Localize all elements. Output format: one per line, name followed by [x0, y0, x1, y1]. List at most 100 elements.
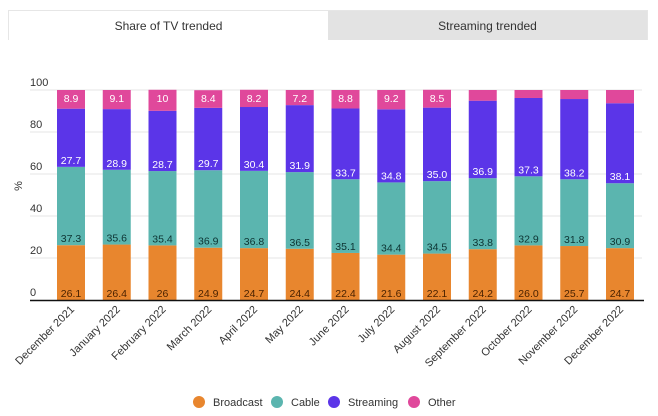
data-label: 35.4: [152, 233, 173, 245]
bar-segment-cable: [148, 171, 177, 246]
data-label: 31.8: [564, 234, 585, 246]
data-label: 26: [157, 288, 169, 300]
bar-segment-other: [194, 90, 223, 108]
bar-segment-other: [102, 90, 131, 110]
bar-segment-other: [377, 90, 406, 110]
bar-segment-broadcast: [102, 244, 131, 300]
bar-segment-cable: [285, 172, 314, 249]
data-label: 26.1: [61, 288, 82, 300]
y-tick-label: 0: [30, 287, 36, 299]
data-label: 36.5: [290, 237, 311, 249]
y-tick-label: 80: [30, 119, 42, 131]
bar-segment-streaming: [377, 109, 406, 183]
bar-segment-cable: [102, 169, 131, 245]
data-label: 8.8: [338, 93, 353, 105]
x-tick-label: April 2022: [217, 304, 261, 348]
data-label: 24.2: [473, 288, 494, 300]
bar-segment-cable: [423, 181, 451, 254]
data-label: 24.7: [244, 288, 265, 300]
data-label: 36.8: [244, 236, 265, 248]
bar-segment-broadcast: [57, 245, 85, 300]
bar-segment-other: [606, 90, 634, 104]
bar-segment-broadcast: [423, 253, 451, 300]
data-label: 10: [157, 93, 169, 105]
bar-segment-broadcast: [148, 245, 177, 300]
bar-segment-broadcast: [331, 252, 360, 300]
bar-segment-broadcast: [560, 246, 589, 300]
data-label: 9.1: [109, 93, 124, 105]
data-label: 33.8: [473, 237, 494, 249]
bar-segment-streaming: [102, 109, 131, 170]
data-label: 36.9: [473, 166, 494, 178]
legend-marker-streaming: [328, 396, 340, 408]
data-label: 38.1: [610, 171, 631, 183]
bar-segment-cable: [560, 179, 589, 247]
data-label: 34.8: [381, 170, 402, 182]
y-tick-label: 20: [30, 245, 42, 257]
bar-segment-streaming: [148, 110, 177, 172]
data-label: 37.3: [518, 164, 539, 176]
bar-segment-streaming: [57, 108, 85, 167]
data-label: 30.9: [610, 236, 631, 248]
bar-segment-cable: [606, 183, 634, 249]
data-label: 26.4: [107, 288, 128, 300]
bar-segment-broadcast: [285, 248, 314, 300]
data-label: 8.4: [201, 93, 216, 105]
bar-segment-streaming: [423, 107, 451, 182]
data-label: 37.3: [61, 233, 82, 245]
data-label: 28.7: [152, 159, 173, 171]
data-label: 35.1: [335, 241, 356, 253]
bar-segment-other: [240, 89, 268, 108]
bar-segment-streaming: [240, 107, 268, 171]
bar-segment-streaming: [468, 100, 497, 179]
bar-segment-broadcast: [377, 254, 406, 300]
x-tick-label: June 2022: [307, 304, 352, 349]
bar-segment-broadcast: [240, 248, 268, 300]
bar-segment-cable: [57, 166, 85, 246]
data-label: 8.9: [64, 93, 79, 105]
bar-segment-streaming: [285, 105, 314, 173]
data-label: 27.7: [61, 155, 82, 167]
bar-segment-cable: [468, 178, 497, 250]
legend-marker-other: [408, 396, 420, 408]
bar-segment-cable: [377, 182, 406, 255]
data-label: 26.0: [518, 288, 539, 300]
data-label: 38.2: [564, 167, 585, 179]
data-label: 33.7: [335, 167, 356, 179]
x-tick-label: December 2021: [13, 304, 77, 368]
data-label: 28.9: [107, 158, 128, 170]
data-label: 35.6: [107, 233, 128, 245]
data-label: 22.4: [335, 288, 356, 300]
data-label: 21.6: [381, 288, 402, 300]
tab-share-of-tv-trended[interactable]: Share of TV trended: [9, 11, 328, 40]
y-tick-label: 40: [30, 203, 42, 215]
legend-label-streaming: Streaming: [348, 397, 398, 409]
data-label: 32.9: [518, 233, 539, 245]
bar-segment-other: [560, 90, 589, 100]
x-tick-label: July 2022: [356, 304, 398, 346]
data-label: 35.0: [427, 169, 448, 181]
bar-segment-broadcast: [606, 248, 634, 300]
bar-segment-cable: [194, 170, 223, 248]
tab-streaming-trended[interactable]: Streaming trended: [328, 11, 647, 40]
x-tick-label: May 2022: [263, 304, 306, 347]
y-axis-label: %: [13, 181, 25, 191]
data-label: 24.7: [610, 288, 631, 300]
data-label: 8.5: [430, 93, 445, 105]
bar-segment-broadcast: [194, 247, 223, 300]
data-label: 30.4: [244, 159, 265, 171]
legend-marker-broadcast: [193, 396, 205, 408]
data-label: 7.2: [292, 93, 307, 105]
data-label: 34.4: [381, 243, 402, 255]
bar-segment-other: [468, 90, 497, 101]
data-label: 31.9: [290, 160, 311, 172]
bar-segment-broadcast: [468, 249, 497, 300]
bar-segment-cable: [240, 170, 268, 249]
bar-segment-other: [285, 90, 314, 106]
data-label: 8.2: [247, 93, 262, 105]
bar-segment-cable: [331, 179, 360, 253]
data-label: 24.4: [290, 288, 311, 300]
y-tick-label: 100: [30, 77, 48, 89]
tab-bar: Share of TV trended Streaming trended: [8, 10, 648, 40]
bar-segment-other: [57, 90, 85, 109]
